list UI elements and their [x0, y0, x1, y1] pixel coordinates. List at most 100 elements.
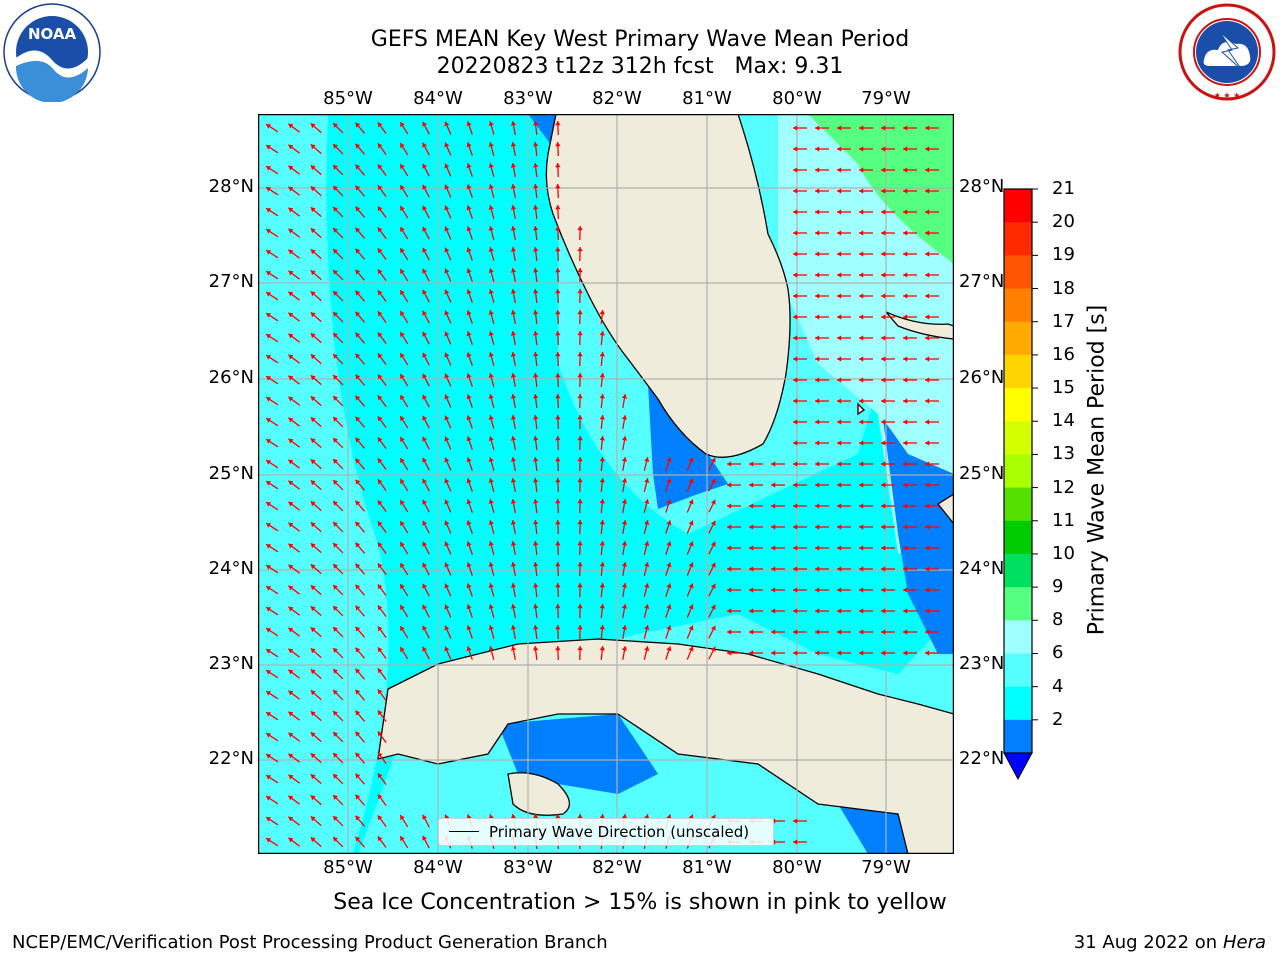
- wave-arrow-440: [727, 503, 741, 509]
- wave-arrow-367: [488, 457, 495, 471]
- wave-arrow-623: [665, 625, 672, 639]
- wave-arrow-415: [859, 482, 873, 488]
- wave-arrow-422: [332, 500, 344, 512]
- wave-arrow-434: [599, 498, 605, 514]
- wave-arrow-670: [332, 668, 344, 680]
- wave-arrow-137: [488, 247, 495, 261]
- wave-arrow-229: [555, 330, 561, 346]
- colorbar: [1003, 188, 1038, 781]
- wave-arrow-210: [815, 314, 829, 320]
- lat-label-right-0: 28°N: [959, 176, 1005, 197]
- wave-arrow-489: [444, 541, 452, 555]
- wave-arrow-197: [354, 311, 366, 323]
- wave-arrow-113: [444, 226, 452, 240]
- wave-arrow-517: [377, 562, 387, 576]
- wave-arrow-562: [686, 583, 694, 597]
- wave-arrow-109: [354, 227, 366, 239]
- wave-arrow-214: [903, 314, 917, 320]
- wave-arrow-428: [466, 499, 473, 513]
- wave-arrow-467: [643, 520, 650, 534]
- wave-arrow-211: [837, 314, 851, 320]
- wave-arrow-483: [310, 542, 322, 554]
- wave-arrow-696: [377, 751, 387, 765]
- wave-arrow-374: [643, 457, 650, 471]
- wave-arrow-357: [265, 459, 279, 469]
- wave-arrow-297: [533, 393, 539, 409]
- wave-arrow-615: [488, 625, 495, 639]
- wave-arrow-198: [377, 310, 387, 324]
- wave-arrow-231: [599, 330, 605, 346]
- wave-arrow-145: [859, 251, 873, 257]
- wave-arrow-568: [815, 587, 829, 593]
- wave-arrow-66: [332, 185, 344, 197]
- lon-label-bottom-5: 80°W: [772, 857, 822, 878]
- wave-arrow-337: [354, 437, 366, 449]
- credit-date: 31 Aug 2022 on Hera: [1074, 932, 1266, 953]
- wave-arrow-674: [288, 690, 300, 700]
- wave-arrow-677: [354, 689, 366, 701]
- wave-arrow-174: [332, 290, 344, 302]
- noaa-logo: NOAA: [3, 3, 101, 102]
- wave-arrow-161: [533, 267, 539, 283]
- wave-arrow-406: [665, 478, 672, 492]
- wave-arrow-564: [727, 587, 741, 593]
- wave-arrow-114: [466, 226, 473, 240]
- wave-arrow-277: [599, 372, 605, 388]
- wave-arrow-324: [599, 414, 605, 430]
- wave-arrow-473: [771, 524, 785, 530]
- wave-arrow-379: [749, 461, 763, 467]
- wave-arrow-158: [466, 268, 473, 282]
- wave-arrow-511: [925, 545, 939, 551]
- wave-arrow-518: [399, 562, 409, 576]
- wave-arrow-65: [310, 185, 322, 197]
- wave-arrow-127: [265, 249, 279, 259]
- wave-arrow-664: [881, 650, 895, 656]
- wave-arrow-30: [466, 142, 473, 156]
- wave-arrow-64: [288, 186, 300, 196]
- wave-arrow-285: [265, 396, 279, 406]
- wave-arrow-81: [881, 188, 895, 194]
- wave-arrow-395: [422, 478, 430, 492]
- wave-arrow-310: [288, 417, 300, 427]
- wave-arrow-162: [555, 267, 561, 283]
- wave-arrow-271: [466, 373, 473, 387]
- wave-arrow-169: [903, 272, 917, 278]
- wave-arrow-491: [488, 541, 495, 555]
- wave-arrow-577: [332, 605, 344, 617]
- wave-arrow-340: [422, 436, 430, 450]
- wave-arrow-166: [837, 272, 851, 278]
- wave-arrow-456: [399, 520, 409, 534]
- wave-arrow-485: [354, 542, 366, 554]
- wave-arrow-90: [399, 205, 409, 219]
- wave-arrow-538: [837, 566, 851, 572]
- wave-arrow-554: [510, 583, 517, 597]
- wave-arrow-80: [859, 188, 873, 194]
- wave-arrow-444: [815, 503, 829, 509]
- wave-arrow-125: [903, 230, 917, 236]
- wave-arrow-331: [903, 419, 917, 425]
- wave-arrow-381: [793, 461, 807, 467]
- wave-arrow-275: [555, 372, 561, 388]
- wave-arrow-112: [422, 226, 430, 240]
- wave-arrow-196: [332, 311, 344, 323]
- wave-arrow-487: [399, 541, 409, 555]
- wave-arrow-317: [444, 415, 452, 429]
- wave-arrow-78: [815, 188, 829, 194]
- wave-arrow-500: [686, 541, 694, 555]
- wave-arrow-741: [422, 835, 430, 849]
- wave-arrow-574: [265, 606, 279, 616]
- wave-arrow-284: [925, 377, 939, 383]
- wave-arrow-543: [265, 585, 279, 595]
- wave-arrow-533: [727, 566, 741, 572]
- lon-label-bottom-3: 82°W: [592, 857, 642, 878]
- wave-arrow-306: [881, 398, 895, 404]
- wave-arrow-92: [444, 205, 452, 219]
- wave-arrow-227: [510, 331, 517, 345]
- graticule: [258, 114, 954, 854]
- wave-arrow-184: [555, 288, 561, 304]
- wave-arrow-488: [422, 541, 430, 555]
- colorbar-tick-3: 18: [1052, 277, 1075, 299]
- wave-arrow-7: [422, 121, 430, 135]
- wave-arrow-394: [399, 478, 409, 492]
- wave-arrow-535: [771, 566, 785, 572]
